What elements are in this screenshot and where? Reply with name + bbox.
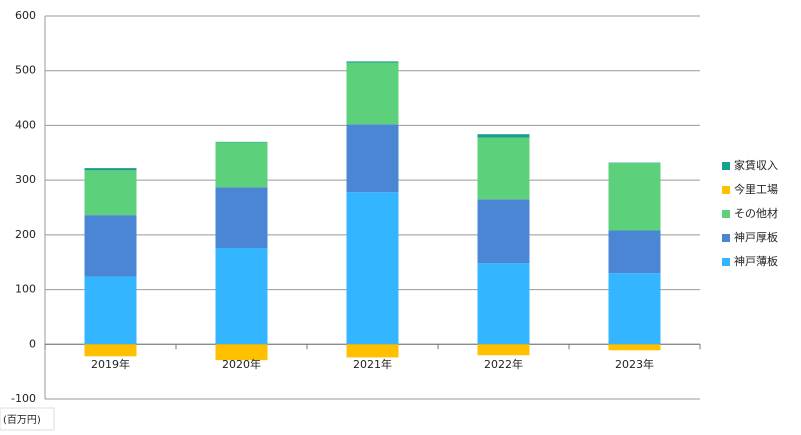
legend-swatch	[722, 234, 730, 242]
legend-label: 神戸薄板	[734, 254, 778, 268]
bar-segment	[477, 137, 530, 200]
bar-segment	[477, 263, 530, 345]
bar-segment	[84, 170, 137, 216]
legend-label: 神戸厚板	[734, 230, 778, 244]
bar-segment	[215, 344, 268, 361]
bar-segment	[477, 344, 530, 356]
bar-segment	[84, 344, 137, 357]
bar-segment	[84, 215, 137, 277]
bar-segment	[84, 276, 137, 345]
bar-segment	[608, 230, 661, 274]
x-tick-label: 2023年	[615, 357, 654, 371]
y-tick-label: 300	[15, 173, 36, 186]
legend-swatch	[722, 210, 730, 218]
legend-label: 家賃収入	[734, 158, 778, 172]
bar-segment	[215, 247, 268, 345]
legend-label: その他材	[734, 206, 778, 220]
x-tick-label: 2020年	[222, 357, 261, 371]
legend-swatch	[722, 186, 730, 194]
bar-segment	[477, 134, 530, 138]
y-tick-label: 200	[15, 228, 36, 241]
x-tick-label: 2022年	[484, 357, 523, 371]
bar-segment	[346, 124, 399, 193]
legend-swatch	[722, 258, 730, 266]
unit-label: (百万円)	[3, 414, 41, 426]
y-tick-label: 100	[15, 283, 36, 296]
bar-segment	[215, 187, 268, 248]
bar-segment	[608, 163, 661, 231]
x-tick-label: 2019年	[91, 357, 130, 371]
legend-label: 今里工場	[734, 182, 778, 196]
legend-swatch	[722, 162, 730, 170]
bar-segment	[477, 199, 530, 264]
bar-segment	[608, 162, 661, 164]
y-tick-label: 0	[29, 337, 36, 350]
bar-segment	[346, 344, 399, 358]
bar-segment	[346, 62, 399, 125]
x-tick-label: 2021年	[353, 357, 392, 371]
bar-segment	[346, 61, 399, 63]
bar-segment	[346, 192, 399, 345]
y-tick-label: 600	[15, 9, 36, 22]
bar-segment	[215, 142, 268, 188]
bar-segment	[608, 344, 661, 351]
bar-segment	[84, 168, 137, 171]
unit-box	[0, 407, 55, 431]
y-tick-label: 400	[15, 118, 36, 131]
y-tick-label: 500	[15, 64, 36, 77]
bar-segment	[608, 273, 661, 345]
y-tick-label: -100	[11, 392, 36, 405]
bar-segment	[215, 141, 268, 143]
